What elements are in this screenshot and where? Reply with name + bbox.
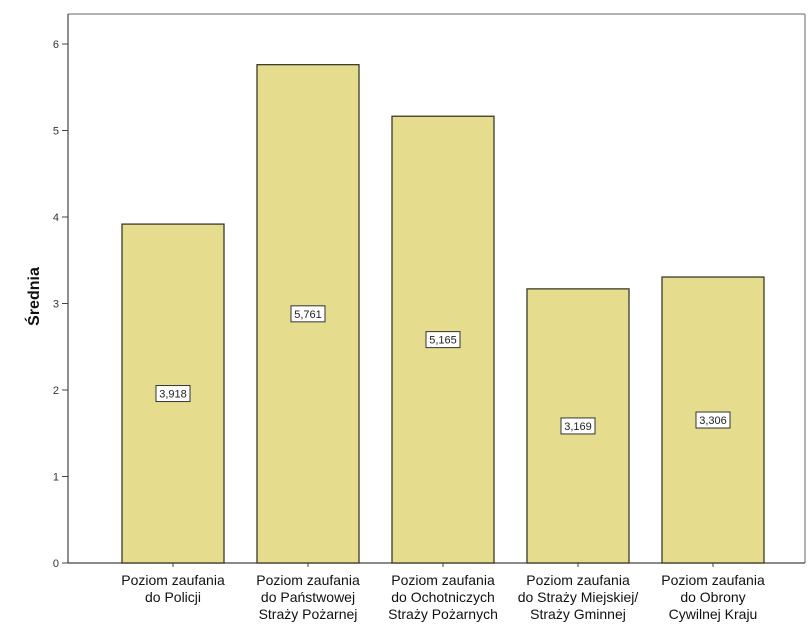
category-label: do Obrony xyxy=(680,589,745,605)
category-label: Poziom zaufania xyxy=(661,572,765,588)
data-label-box xyxy=(695,411,731,429)
y-axis-title: Średnia xyxy=(24,267,43,326)
data-label-box xyxy=(425,331,461,349)
category-label: Cywilnej Kraju xyxy=(669,606,758,622)
y-tick-label: 3 xyxy=(53,299,59,311)
y-tick-label: 2 xyxy=(53,385,59,397)
data-label: 3,306 xyxy=(699,415,727,427)
y-tick-label: 1 xyxy=(53,472,59,484)
category-label: Poziom zaufania xyxy=(121,572,225,588)
category-label: do Państwowej xyxy=(261,589,355,605)
data-label: 5,761 xyxy=(294,309,322,321)
category-label: Straży Pożarnej xyxy=(259,606,358,622)
category-label: Straży Pożarnych xyxy=(388,606,498,622)
data-label-box xyxy=(290,305,326,323)
y-tick-label: 0 xyxy=(53,558,59,570)
category-label: Poziom zaufania xyxy=(526,572,630,588)
category-label: do Straży Miejskiej/ xyxy=(518,589,639,605)
category-label: Straży Gminnej xyxy=(530,606,626,622)
data-label: 3,169 xyxy=(564,421,592,433)
data-label-box xyxy=(560,417,596,435)
data-label: 3,918 xyxy=(159,389,187,401)
category-label: Poziom zaufania xyxy=(256,572,360,588)
y-tick-label: 6 xyxy=(53,39,59,51)
y-tick-label: 5 xyxy=(53,126,59,138)
category-label: do Ochotniczych xyxy=(391,589,495,605)
data-label: 5,165 xyxy=(429,335,457,347)
y-tick-label: 4 xyxy=(53,212,59,224)
category-label: Poziom zaufania xyxy=(391,572,495,588)
data-label-box xyxy=(155,385,191,403)
category-label: do Policji xyxy=(145,589,201,605)
